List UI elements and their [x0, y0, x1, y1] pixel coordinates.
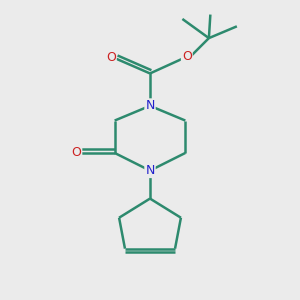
Text: O: O	[106, 51, 116, 64]
Text: O: O	[182, 50, 192, 63]
Text: N: N	[145, 99, 155, 112]
Text: N: N	[145, 164, 155, 177]
Text: O: O	[71, 146, 81, 159]
